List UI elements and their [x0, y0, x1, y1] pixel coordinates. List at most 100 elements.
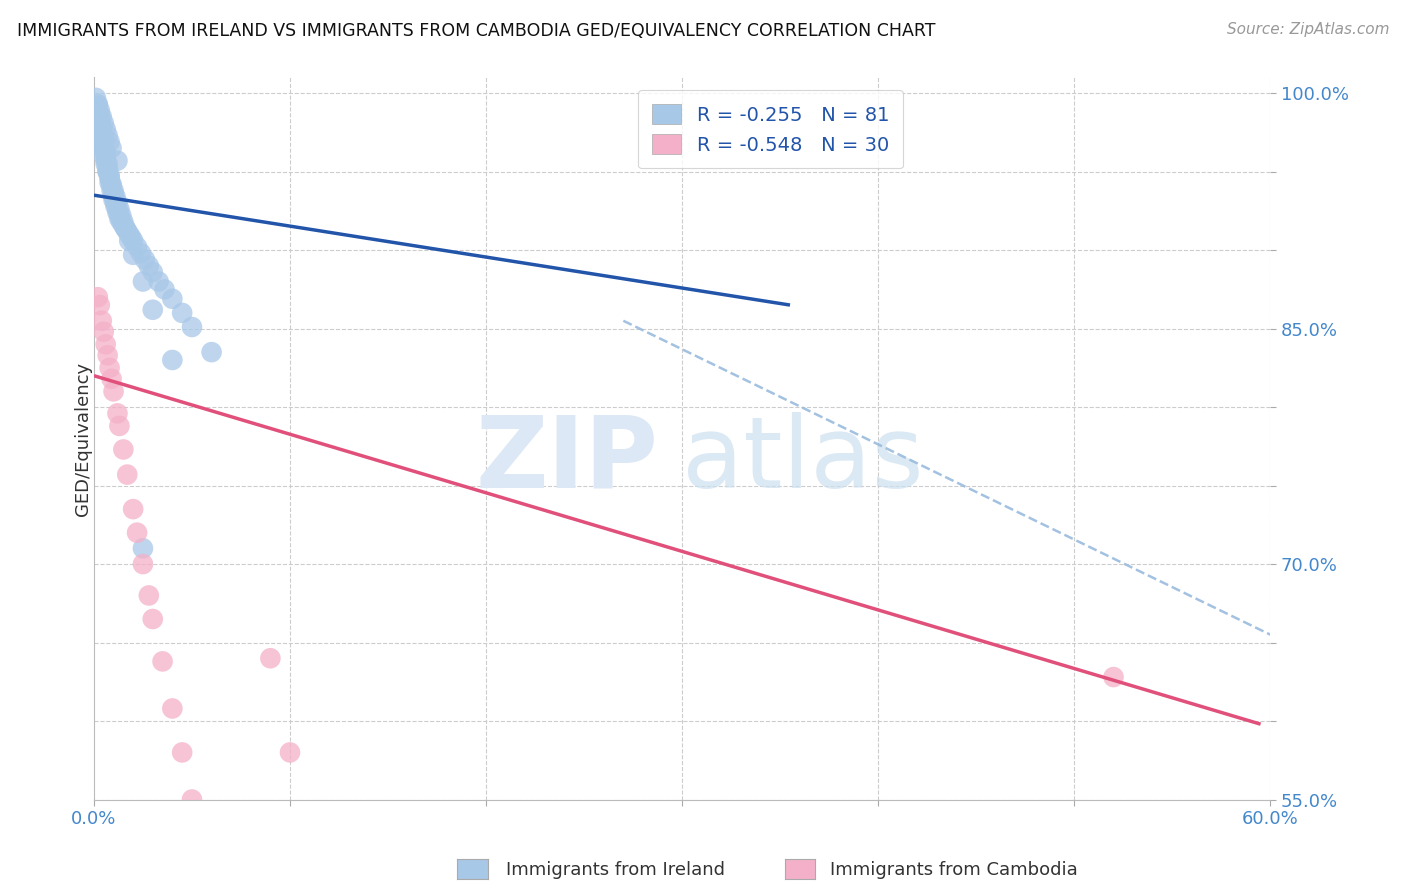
Point [142, 265, 165, 279]
Point [153, 282, 176, 296]
Point [259, 651, 281, 665]
Point [94, 149, 117, 163]
Point [93, 116, 115, 130]
Point [219, 887, 242, 892]
Point [87, 105, 110, 120]
Point [100, 177, 122, 191]
Point [90, 130, 112, 145]
Point [142, 612, 165, 626]
Point [162, 353, 184, 368]
Text: IMMIGRANTS FROM IRELAND VS IMMIGRANTS FROM CAMBODIA GED/EQUIVALENCY CORRELATION : IMMIGRANTS FROM IRELAND VS IMMIGRANTS FR… [17, 22, 935, 40]
Point [110, 209, 132, 223]
Point [112, 218, 135, 232]
Point [104, 199, 127, 213]
Point [125, 240, 148, 254]
Point [117, 467, 139, 482]
Point [94, 153, 117, 168]
Point [239, 871, 262, 885]
Point [107, 205, 129, 219]
Point [98, 168, 121, 182]
Point [100, 372, 122, 386]
Point [107, 202, 129, 217]
Point [1102, 670, 1125, 684]
Point [117, 224, 139, 238]
Point [97, 348, 120, 362]
Point [152, 654, 174, 668]
Text: ZIP: ZIP [475, 411, 658, 508]
Point [103, 184, 125, 198]
Point [93, 136, 115, 151]
Point [172, 306, 194, 320]
Point [108, 202, 131, 217]
Point [90, 120, 112, 135]
Point [100, 141, 122, 155]
Point [97, 161, 120, 176]
Point [107, 196, 129, 211]
Point [94, 337, 117, 351]
Point [181, 320, 204, 334]
Text: atlas: atlas [682, 411, 924, 508]
Point [132, 275, 155, 289]
Point [104, 190, 127, 204]
Point [97, 164, 120, 178]
Point [93, 141, 115, 155]
Point [89, 103, 111, 118]
Point [100, 184, 122, 198]
Point [87, 290, 110, 304]
Point [138, 259, 160, 273]
Point [112, 215, 135, 229]
Point [87, 97, 110, 112]
Point [103, 186, 125, 201]
Point [572, 855, 595, 870]
Point [89, 118, 111, 132]
Point [142, 302, 165, 317]
Point [89, 112, 111, 126]
Point [93, 133, 115, 147]
Point [122, 248, 145, 262]
Point [181, 792, 204, 806]
Point [97, 128, 120, 143]
Point [200, 879, 222, 892]
Point [87, 98, 110, 112]
Point [98, 360, 121, 375]
Point [103, 190, 125, 204]
Point [278, 746, 301, 760]
Point [94, 157, 117, 171]
Point [114, 221, 136, 235]
Point [108, 209, 131, 223]
Point [97, 157, 120, 171]
Point [89, 108, 111, 122]
Point [162, 292, 184, 306]
Point [90, 124, 112, 138]
Point [90, 110, 112, 124]
Point [98, 135, 121, 149]
Point [118, 234, 141, 248]
Point [84, 91, 107, 105]
Point [120, 230, 142, 244]
Point [103, 384, 125, 399]
Point [110, 215, 132, 229]
Point [90, 314, 112, 328]
Point [132, 541, 155, 556]
Point [89, 133, 111, 147]
Point [94, 122, 117, 136]
Point [108, 418, 131, 433]
Point [134, 252, 156, 267]
Point [112, 442, 135, 457]
Point [98, 170, 121, 185]
Point [100, 178, 122, 193]
Point [90, 141, 112, 155]
Point [129, 246, 152, 260]
Point [162, 701, 184, 715]
Point [114, 221, 136, 235]
Point [93, 325, 115, 339]
Point [93, 149, 115, 163]
Point [89, 298, 111, 312]
Point [108, 211, 131, 226]
Y-axis label: GED/Equivalency: GED/Equivalency [75, 361, 91, 516]
Point [97, 164, 120, 178]
Point [377, 887, 399, 892]
Point [94, 145, 117, 159]
Point [107, 153, 129, 168]
Point [118, 227, 141, 242]
